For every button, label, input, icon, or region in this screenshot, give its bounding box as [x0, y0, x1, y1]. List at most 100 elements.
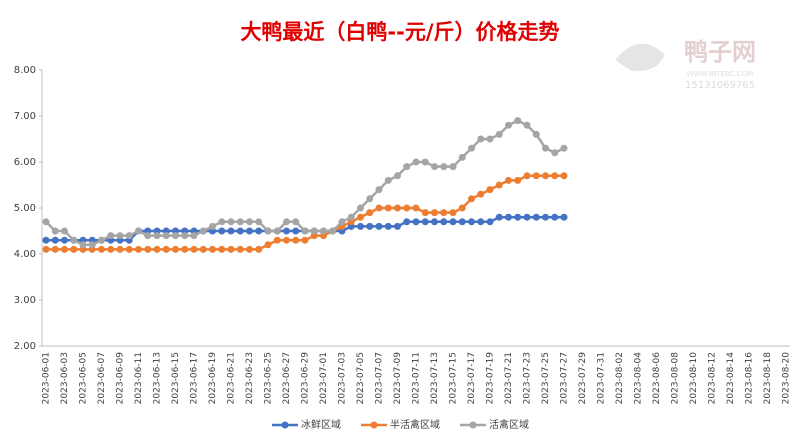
x-tick-label: 2023-07-13	[430, 352, 440, 404]
x-tick-label: 2023-07-29	[578, 352, 588, 405]
watermark-phone: 15131069765	[685, 80, 755, 91]
marker	[190, 245, 198, 253]
marker	[70, 236, 78, 244]
x-tick-label: 2023-07-25	[541, 352, 551, 404]
marker	[431, 163, 438, 171]
marker	[144, 245, 152, 253]
x-tick-label: 2023-07-27	[560, 352, 570, 404]
legend-label: 半活禽区域	[390, 418, 440, 431]
x-tick-label: 2023-06-29	[301, 352, 311, 405]
marker	[505, 176, 512, 184]
watermark-logo	[615, 43, 665, 71]
x-tick-label: 2023-07-01	[319, 352, 329, 404]
marker	[51, 236, 59, 244]
marker	[357, 222, 364, 230]
marker	[421, 158, 429, 166]
marker	[532, 213, 540, 221]
x-tick-label: 2023-07-31	[597, 352, 607, 404]
marker	[440, 163, 448, 171]
x-tick-label: 2023-08-06	[652, 352, 662, 405]
legend-marker	[281, 421, 289, 429]
marker	[246, 227, 253, 235]
x-tick-label: 2023-08-14	[726, 352, 736, 405]
marker	[523, 121, 531, 129]
marker	[551, 149, 559, 157]
marker	[181, 245, 189, 253]
marker	[125, 232, 133, 240]
y-tick-label: 3.00	[14, 295, 36, 306]
x-tick-label: 2023-06-25	[264, 352, 274, 404]
marker	[347, 213, 355, 221]
marker	[394, 222, 401, 230]
marker	[51, 227, 59, 235]
marker	[486, 218, 494, 226]
x-tick-label: 2023-06-01	[42, 352, 52, 404]
marker	[264, 227, 272, 235]
x-tick-label: 2023-06-19	[208, 352, 218, 405]
marker	[162, 232, 170, 240]
series	[42, 172, 568, 253]
marker	[153, 232, 161, 240]
marker	[394, 204, 401, 212]
marker	[153, 245, 161, 253]
marker	[301, 236, 309, 244]
marker	[468, 144, 475, 152]
marker	[505, 213, 512, 221]
marker	[384, 176, 392, 184]
marker	[560, 172, 568, 180]
marker	[357, 204, 364, 212]
marker	[209, 245, 216, 253]
marker	[255, 245, 263, 253]
marker	[88, 241, 96, 249]
marker	[532, 130, 540, 138]
marker	[255, 218, 263, 226]
marker	[366, 195, 374, 203]
x-tick-label: 2023-06-05	[79, 352, 89, 404]
marker	[440, 209, 448, 217]
marker	[218, 227, 226, 235]
marker	[375, 204, 383, 212]
x-tick-label: 2023-07-05	[356, 352, 366, 404]
marker	[477, 218, 485, 226]
marker	[449, 163, 457, 171]
marker	[42, 245, 50, 253]
marker	[227, 245, 235, 253]
marker	[236, 227, 244, 235]
y-tick-label: 7.00	[14, 111, 36, 122]
marker	[412, 204, 420, 212]
marker	[61, 236, 68, 244]
x-tick-label: 2023-07-15	[449, 352, 459, 404]
marker	[505, 121, 512, 129]
marker	[199, 245, 207, 253]
marker	[292, 227, 300, 235]
y-tick-label: 2.00	[14, 341, 36, 352]
marker	[477, 135, 485, 143]
marker	[449, 218, 457, 226]
x-tick-label: 2023-06-21	[227, 352, 237, 404]
marker	[42, 236, 50, 244]
marker	[42, 218, 50, 226]
marker	[357, 213, 364, 221]
marker	[273, 236, 281, 244]
x-tick-label: 2023-06-07	[97, 352, 107, 404]
marker	[477, 190, 485, 198]
marker	[366, 209, 374, 217]
marker	[384, 222, 392, 230]
marker	[246, 245, 253, 253]
marker	[486, 135, 494, 143]
marker	[375, 186, 383, 194]
marker	[116, 245, 124, 253]
x-tick-label: 2023-06-13	[153, 352, 163, 404]
marker	[449, 209, 457, 217]
marker	[144, 232, 152, 240]
x-tick-label: 2023-06-17	[190, 352, 200, 404]
marker	[125, 245, 133, 253]
marker	[542, 172, 549, 180]
marker	[292, 236, 300, 244]
x-tick-label: 2023-07-09	[393, 352, 403, 405]
x-tick-label: 2023-07-11	[412, 352, 422, 404]
marker	[421, 218, 429, 226]
marker	[107, 245, 115, 253]
x-tick-label: 2023-08-08	[671, 352, 681, 405]
